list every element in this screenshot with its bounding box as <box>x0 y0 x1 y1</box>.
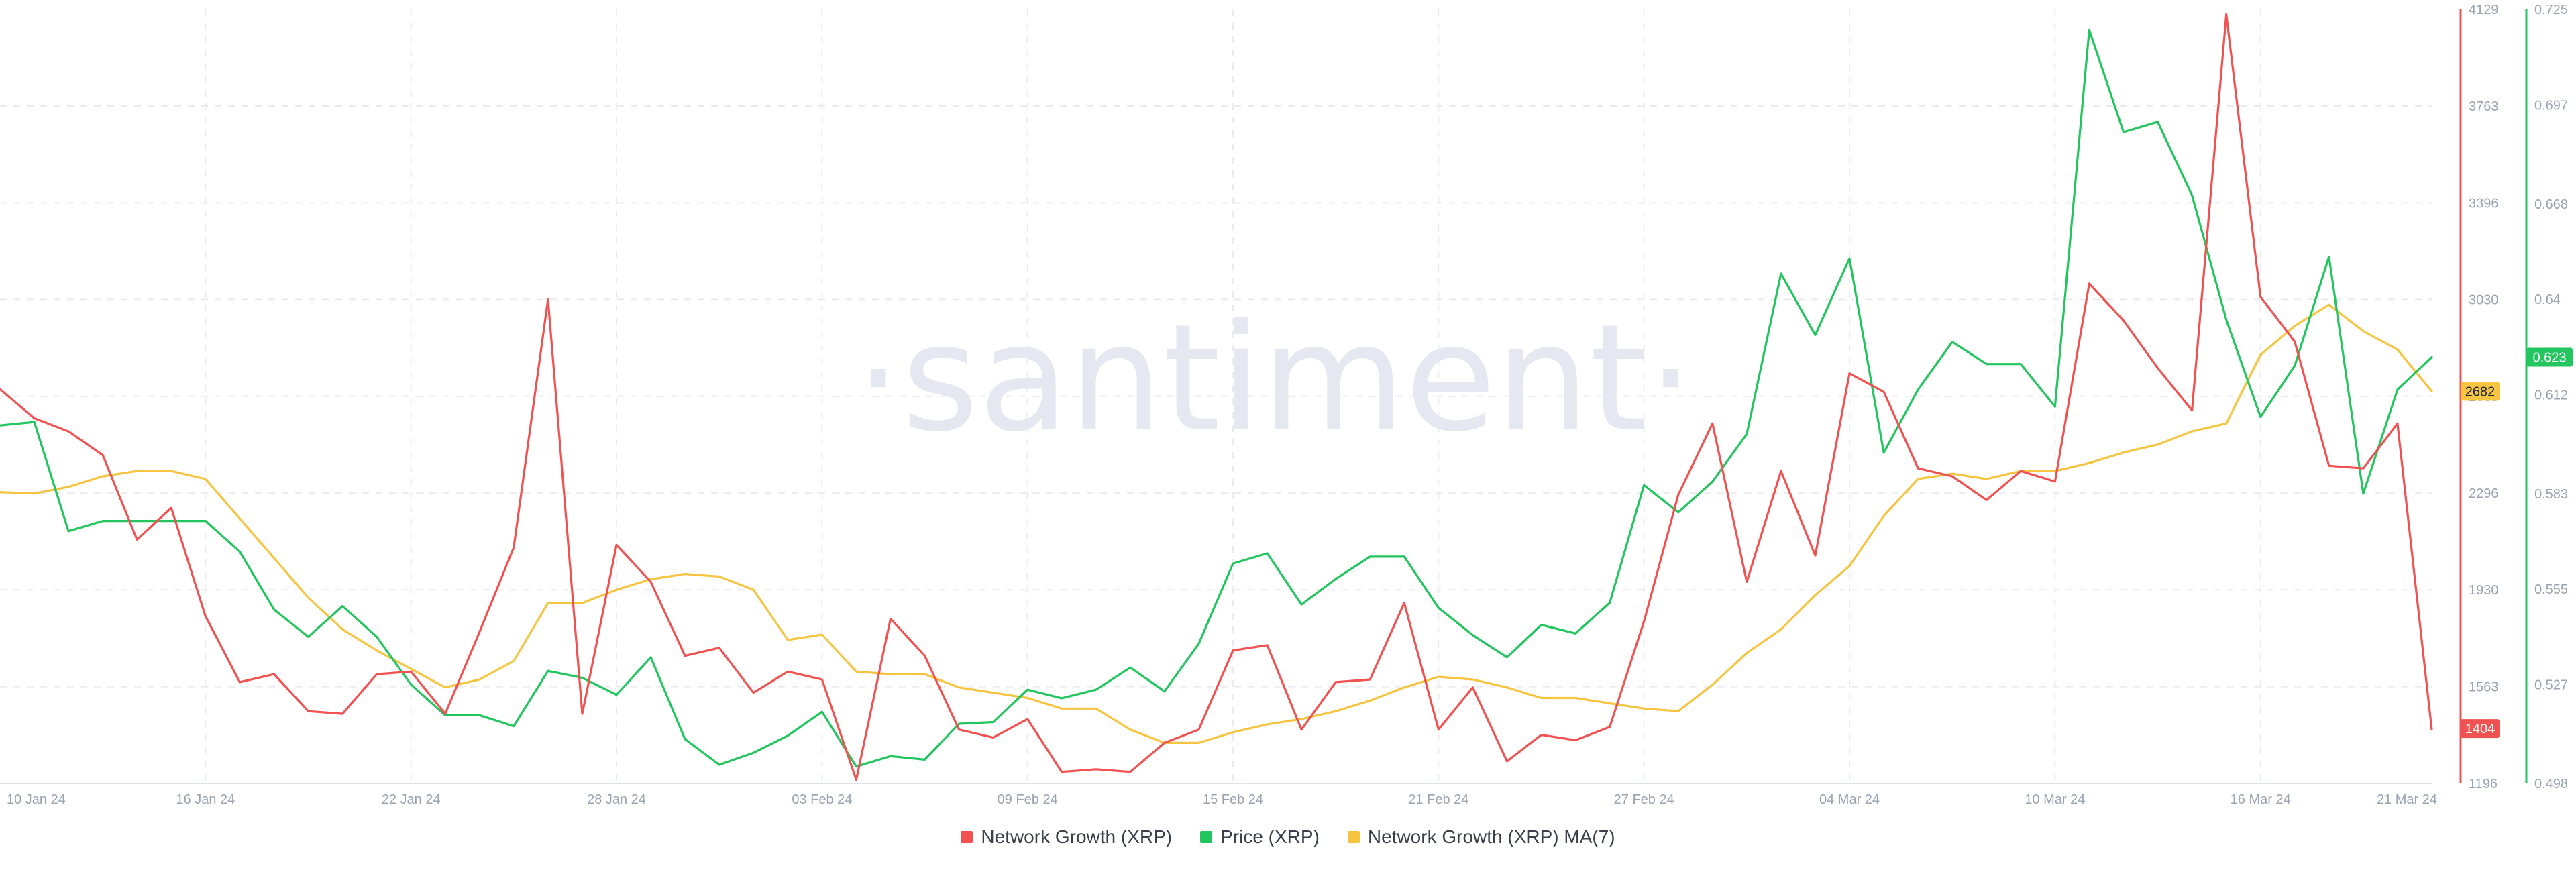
x-tick-label: 15 Feb 24 <box>1203 792 1263 807</box>
x-axis: 10 Jan 24 16 Jan 24 22 Jan 24 28 Jan 24 03 F… <box>7 792 2437 807</box>
legend: Network Growth (XRP) Price (XRP) Network… <box>0 826 2576 848</box>
x-tick-label: 03 Feb 24 <box>792 792 852 807</box>
network-growth-line <box>0 13 2433 781</box>
chart: ·santiment· 10 Jan 24 16 Jan 24 22 Jan 24 2… <box>0 3 2573 807</box>
x-tick-label: 22 Jan 24 <box>382 792 441 807</box>
price-line <box>0 28 2433 768</box>
left-tick-label: 3030 <box>2469 292 2499 307</box>
right-axis: 0.725 0.697 0.668 0.64 0.612 0.583 0.555 0.527 0… <box>2525 3 2568 792</box>
right-tick-label: 0.697 <box>2534 98 2568 113</box>
left-tick-label: 3763 <box>2469 99 2499 114</box>
legend-item-ma7[interactable]: Network Growth (XRP) MA(7) <box>1347 826 1615 848</box>
x-tick-label: 09 Feb 24 <box>998 792 1058 807</box>
right-tick-label: 0.612 <box>2534 388 2568 402</box>
legend-swatch-price <box>1200 831 1213 843</box>
x-tick-label: 21 Mar 24 <box>2377 792 2437 807</box>
left-axis: 412937633396303026632296193015631196 <box>2459 3 2499 792</box>
x-tick-label: 28 Jan 24 <box>587 792 646 807</box>
left-tick-label: 1196 <box>2469 777 2498 792</box>
right-tick-label: 0.725 <box>2534 3 2568 17</box>
right-tick-label: 0.64 <box>2534 292 2561 307</box>
series-lines <box>0 13 2433 781</box>
right-tick-label: 0.555 <box>2534 582 2568 597</box>
x-tick-label: 04 Mar 24 <box>1819 792 1880 807</box>
right-tick-label: 0.668 <box>2534 197 2568 212</box>
left-tick-label: 1563 <box>2469 680 2499 695</box>
grid <box>0 9 2432 784</box>
network-growth-badge: 1404 <box>2465 722 2496 737</box>
left-tick-label: 3396 <box>2469 196 2499 211</box>
legend-item-network-growth[interactable]: Network Growth (XRP) <box>961 826 1172 848</box>
ma7-badge: 2682 <box>2465 384 2496 399</box>
x-tick-label: 16 Jan 24 <box>176 792 235 807</box>
watermark: ·santiment· <box>855 292 1694 464</box>
left-tick-label: 1930 <box>2469 583 2499 598</box>
right-tick-label: 0.498 <box>2534 777 2568 792</box>
legend-label-network-growth: Network Growth (XRP) <box>981 826 1173 847</box>
legend-swatch-network-growth <box>961 831 973 843</box>
left-tick-label: 2296 <box>2469 486 2499 501</box>
x-tick-label: 27 Feb 24 <box>1614 792 1674 807</box>
x-tick-label: 10 Jan 24 <box>7 792 66 807</box>
left-tick-label: 4129 <box>2469 3 2499 17</box>
ma7-badge-bg <box>2461 382 2500 401</box>
x-tick-label: 21 Feb 24 <box>1408 792 1468 807</box>
legend-label-price: Price (XRP) <box>1220 826 1320 847</box>
ma7-line <box>0 303 2433 745</box>
network-growth-badge-bg <box>2461 719 2500 739</box>
right-tick-label: 0.527 <box>2534 678 2568 693</box>
x-tick-label: 16 Mar 24 <box>2231 792 2291 807</box>
price-badge-bg <box>2526 347 2573 367</box>
legend-swatch-ma7 <box>1347 831 1360 843</box>
value-badges: 1404 2682 0.623 <box>2461 347 2573 739</box>
price-badge: 0.623 <box>2532 351 2566 366</box>
legend-item-price[interactable]: Price (XRP) <box>1200 826 1320 848</box>
legend-label-ma7: Network Growth (XRP) MA(7) <box>1367 826 1615 847</box>
right-tick-label: 0.583 <box>2534 487 2568 502</box>
x-tick-label: 10 Mar 24 <box>2025 792 2085 807</box>
